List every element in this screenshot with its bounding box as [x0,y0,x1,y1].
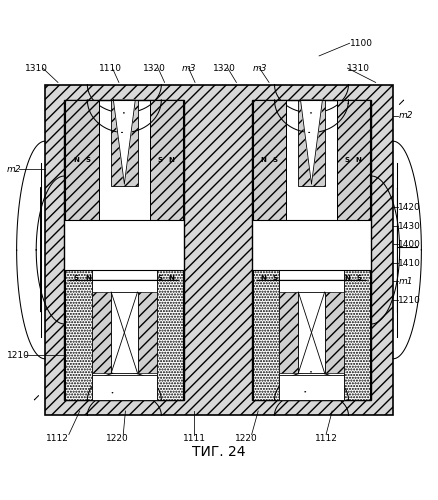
Text: S: S [356,275,361,281]
Bar [252,100,371,400]
Text: 1320: 1320 [212,64,235,72]
Bar [279,375,344,400]
Text: 1430: 1430 [398,222,421,230]
Text: m3: m3 [182,64,197,72]
Text: N: N [169,275,174,281]
Text: 1420: 1420 [398,203,421,212]
Polygon shape [300,100,322,184]
Bar [45,84,393,415]
Text: 1310: 1310 [25,64,48,72]
Text: 1100: 1100 [350,39,373,48]
Bar [64,100,184,400]
Text: 1310: 1310 [347,64,371,72]
Text: N: N [261,157,266,163]
Text: 1320: 1320 [143,64,166,72]
Bar [111,100,138,186]
Bar [65,100,99,220]
Text: 1111: 1111 [183,434,206,442]
Text: 1112: 1112 [314,434,338,442]
Bar [279,270,344,400]
Polygon shape [113,100,135,184]
Text: S: S [157,275,162,281]
Text: m2: m2 [398,112,413,120]
Bar [92,375,157,400]
Text: m2: m2 [7,165,21,174]
Bar [150,100,184,220]
Bar [65,270,184,400]
Text: 1210: 1210 [7,351,30,360]
Text: m3: m3 [253,64,268,72]
Text: S: S [74,275,79,281]
Bar [99,100,150,220]
Bar [253,270,371,400]
Bar [92,292,111,373]
Text: S: S [345,157,350,163]
Text: S: S [85,157,91,163]
Bar [65,270,92,400]
Text: N: N [356,157,362,163]
Bar [111,292,138,373]
Text: N: N [261,275,266,281]
Bar [157,270,184,400]
Text: S: S [272,157,278,163]
Bar [298,292,325,373]
Text: 1410: 1410 [398,258,421,268]
Text: N: N [85,275,91,281]
Text: 1210: 1210 [398,296,421,304]
Bar [92,270,157,400]
Bar [344,270,371,400]
Text: 1112: 1112 [46,434,68,442]
Text: N: N [344,275,350,281]
Text: N: N [169,157,174,163]
Bar [279,292,298,373]
Text: 1110: 1110 [99,64,122,72]
Text: 1220: 1220 [106,434,129,442]
Bar [253,100,371,220]
Text: S: S [157,157,162,163]
Bar [286,100,337,220]
Text: S: S [272,275,278,281]
Bar [298,100,325,186]
Text: 1400: 1400 [398,240,421,249]
Text: m1: m1 [398,277,413,286]
Bar [325,292,344,373]
Bar [65,100,184,220]
Text: 1220: 1220 [235,434,258,442]
Bar [138,292,157,373]
Bar [253,270,279,400]
Text: N: N [73,157,79,163]
Bar [337,100,371,220]
Text: ΤИГ. 24: ΤИГ. 24 [192,446,246,460]
Bar [253,100,286,220]
